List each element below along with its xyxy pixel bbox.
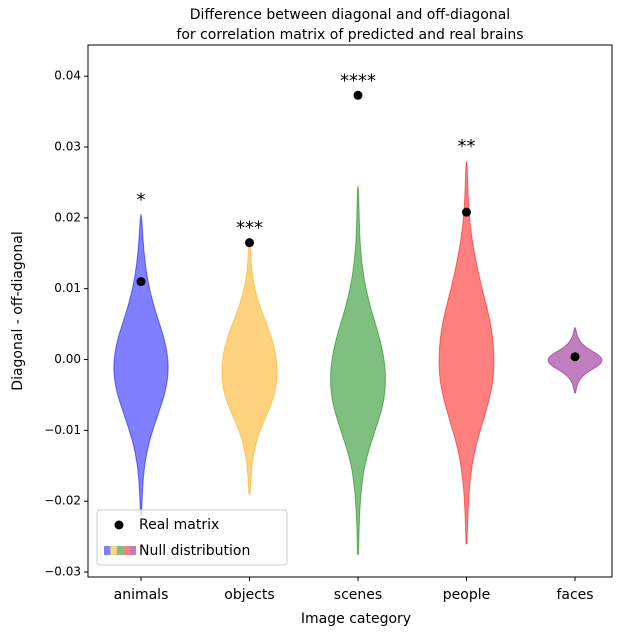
x-tick-label: faces bbox=[556, 587, 593, 603]
y-tick-label: −0.02 bbox=[44, 494, 81, 508]
y-tick-label: −0.01 bbox=[44, 423, 81, 437]
y-tick-label: −0.03 bbox=[44, 565, 81, 579]
significance-label: * bbox=[137, 189, 146, 210]
real-point bbox=[462, 207, 471, 217]
significance-label: ** bbox=[458, 136, 476, 157]
legend-swatch bbox=[110, 546, 117, 555]
chart-title: for correlation matrix of predicted and … bbox=[176, 27, 523, 43]
violin bbox=[221, 242, 278, 495]
significance-label: **** bbox=[340, 70, 376, 91]
legend-swatch bbox=[123, 546, 130, 555]
legend-marker bbox=[114, 520, 124, 530]
x-tick-label: animals bbox=[114, 587, 169, 603]
x-tick-label: objects bbox=[224, 587, 274, 603]
x-axis-label: Image category bbox=[301, 611, 411, 627]
legend-swatch bbox=[116, 546, 124, 555]
real-point bbox=[136, 277, 146, 287]
y-tick-label: 0.01 bbox=[54, 281, 81, 295]
real-point bbox=[245, 238, 254, 248]
legend-box bbox=[96, 509, 288, 566]
legend-label: Null distribution bbox=[139, 543, 250, 559]
legend-swatch bbox=[104, 546, 111, 555]
legend-swatch bbox=[129, 546, 136, 555]
x-tick-label: people bbox=[443, 587, 490, 603]
chart-title: Difference between diagonal and off-diag… bbox=[190, 7, 510, 23]
y-tick-label: 0.04 bbox=[54, 69, 81, 83]
axes-frame bbox=[87, 44, 613, 578]
significance-label: *** bbox=[236, 218, 263, 239]
violin bbox=[330, 185, 386, 555]
legend-label: Real matrix bbox=[139, 517, 219, 533]
y-tick-label: 0.03 bbox=[54, 140, 81, 154]
real-point bbox=[570, 352, 580, 362]
violin bbox=[113, 213, 169, 516]
real-point bbox=[353, 90, 363, 100]
y-tick-label: 0.00 bbox=[54, 352, 81, 366]
x-tick-label: scenes bbox=[334, 587, 382, 603]
violin bbox=[438, 160, 495, 545]
y-axis-label: Diagonal - off-diagonal bbox=[10, 231, 26, 390]
y-tick-label: 0.02 bbox=[54, 210, 81, 224]
